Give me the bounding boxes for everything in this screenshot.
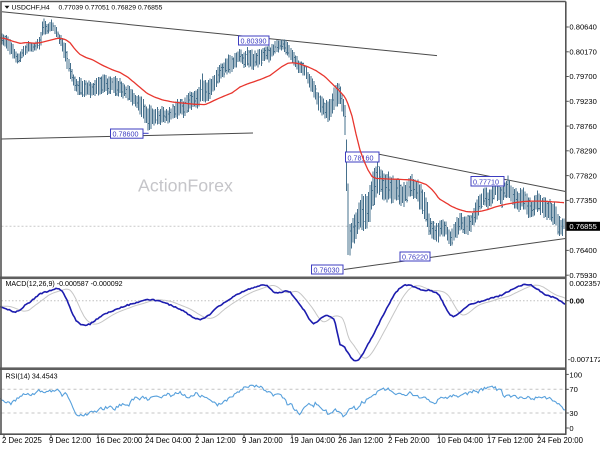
svg-text:0.77039 0.77051 0.76829 0.7685: 0.77039 0.77051 0.76829 0.76855 xyxy=(59,5,163,12)
svg-text:0.79700: 0.79700 xyxy=(569,72,596,81)
svg-text:30: 30 xyxy=(569,409,577,418)
svg-text:0.78290: 0.78290 xyxy=(569,147,596,156)
svg-text:24 Feb 20:00: 24 Feb 20:00 xyxy=(537,436,584,445)
svg-text:0.78760: 0.78760 xyxy=(569,122,596,131)
svg-text:100: 100 xyxy=(569,370,582,379)
svg-text:RSI(14) 34.4543: RSI(14) 34.4543 xyxy=(6,373,58,381)
svg-text:26 Jan 12:00: 26 Jan 12:00 xyxy=(338,436,384,445)
svg-text:2 Dec 2025: 2 Dec 2025 xyxy=(2,436,43,445)
svg-text:0.77710: 0.77710 xyxy=(473,177,499,186)
svg-text:0.76855: 0.76855 xyxy=(569,222,596,231)
svg-text:2 Feb 20:00: 2 Feb 20:00 xyxy=(388,436,430,445)
svg-text:0.76220: 0.76220 xyxy=(402,252,428,261)
svg-text:0.78600: 0.78600 xyxy=(113,130,139,139)
svg-text:0.80390: 0.80390 xyxy=(241,36,267,45)
svg-text:USDCHF,H4: USDCHF,H4 xyxy=(12,5,50,12)
svg-text:0.77350: 0.77350 xyxy=(569,196,596,205)
svg-text:9 Dec 12:00: 9 Dec 12:00 xyxy=(49,436,92,445)
svg-text:0.76030: 0.76030 xyxy=(314,265,340,274)
svg-text:0.78160: 0.78160 xyxy=(348,153,374,162)
svg-text:0.75930: 0.75930 xyxy=(569,271,596,280)
svg-text:10 Feb 04:00: 10 Feb 04:00 xyxy=(437,436,484,445)
svg-text:0.00: 0.00 xyxy=(569,297,584,306)
svg-text:19 Jan 04:00: 19 Jan 04:00 xyxy=(290,436,336,445)
svg-text:0.79230: 0.79230 xyxy=(569,97,596,106)
svg-text:-0.007172: -0.007172 xyxy=(568,355,600,364)
svg-text:0: 0 xyxy=(569,424,573,433)
svg-text:0.80640: 0.80640 xyxy=(569,23,596,32)
svg-text:MACD(12,26,9) -0.000587 -0.000: MACD(12,26,9) -0.000587 -0.000092 xyxy=(6,280,123,288)
svg-text:70: 70 xyxy=(569,385,577,394)
svg-text:24 Dec 04:00: 24 Dec 04:00 xyxy=(145,436,192,445)
svg-text:2 Jan 12:00: 2 Jan 12:00 xyxy=(195,436,236,445)
svg-text:16 Dec 20:00: 16 Dec 20:00 xyxy=(96,436,143,445)
svg-text:0.77820: 0.77820 xyxy=(569,171,596,180)
svg-text:0.80170: 0.80170 xyxy=(569,48,596,57)
svg-text:9 Jan 20:00: 9 Jan 20:00 xyxy=(242,436,283,445)
svg-text:0.002357: 0.002357 xyxy=(569,279,600,288)
svg-text:0.76400: 0.76400 xyxy=(569,246,596,255)
svg-text:17 Feb 12:00: 17 Feb 12:00 xyxy=(487,436,534,445)
svg-text:ActionForex: ActionForex xyxy=(138,176,233,196)
